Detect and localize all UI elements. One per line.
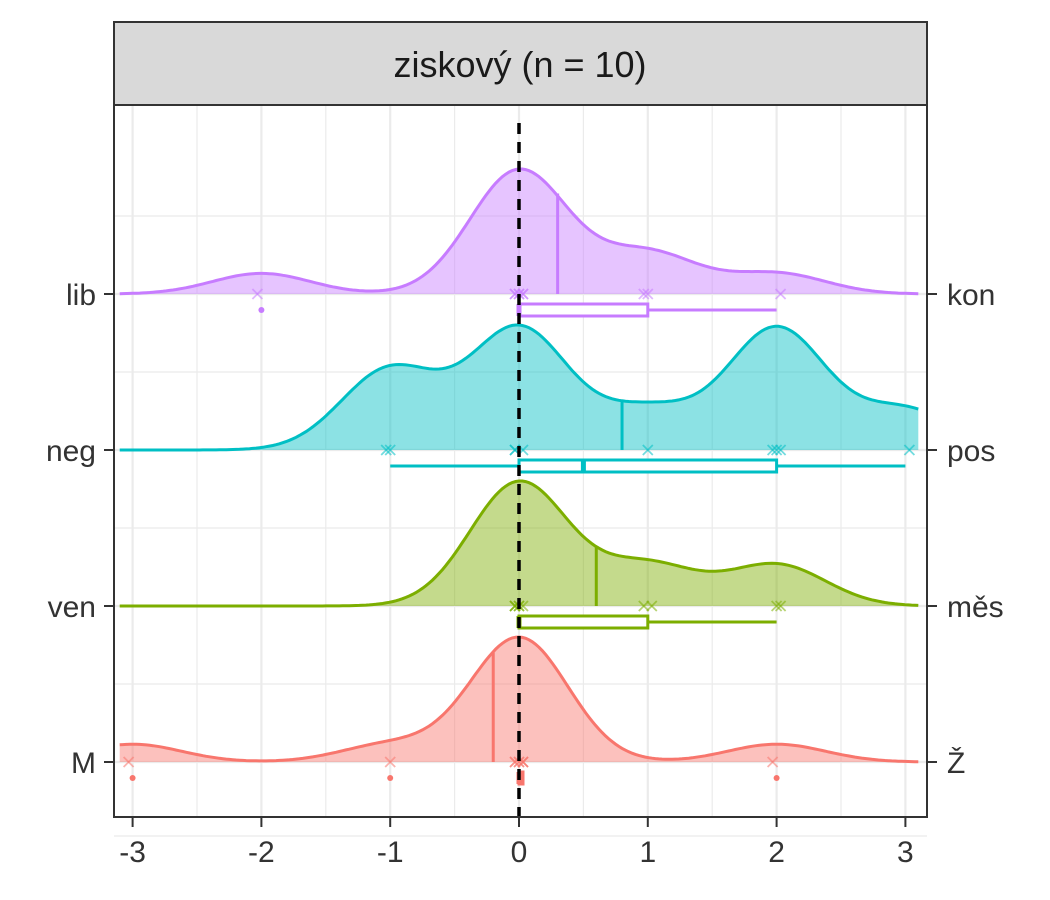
data-point-stroke (513, 756, 525, 768)
data-point-stroke (646, 600, 658, 612)
data-point (903, 444, 916, 456)
y-label-left: M (71, 747, 96, 780)
data-point-stroke (766, 756, 779, 768)
x-tick-label: 0 (511, 836, 528, 869)
data-point-stroke (517, 756, 529, 768)
box-iqr (517, 302, 650, 318)
outlier-point (387, 775, 394, 781)
y-label-right: kon (947, 279, 995, 312)
data-point-stroke (509, 288, 521, 300)
panel-title: ziskový (n = 10) (393, 44, 646, 85)
x-tick-label: 1 (639, 836, 656, 869)
y-label-left: lib (66, 279, 96, 312)
y-label-right: Ž (947, 747, 965, 780)
x-tick-label: 2 (768, 836, 785, 869)
data-point-stroke (642, 288, 654, 300)
x-tick-label: -2 (248, 836, 275, 869)
box-iqr (517, 458, 779, 474)
data-point (774, 600, 787, 612)
x-tick-label: -3 (119, 836, 146, 869)
data-point-stroke (251, 288, 264, 300)
y-label-right: pos (947, 435, 995, 468)
data-point-stroke (638, 600, 650, 612)
data-point (774, 444, 787, 456)
outlier-point (773, 775, 780, 781)
data-point-stroke (774, 288, 787, 300)
data-point-stroke (903, 444, 916, 456)
data-point (646, 600, 658, 612)
data-point (251, 288, 264, 300)
data-point (770, 444, 783, 456)
data-point (766, 756, 779, 768)
data-point-stroke (384, 444, 396, 456)
y-label-left: ven (48, 591, 96, 624)
density-line (119, 479, 919, 608)
data-point (513, 756, 525, 768)
data-point (766, 444, 779, 456)
box-iqr (517, 614, 650, 630)
outlier-point (258, 307, 265, 313)
data-point (770, 600, 783, 612)
density-area (119, 325, 919, 450)
data-point-stroke (384, 756, 396, 768)
data-point (642, 444, 654, 456)
data-point (774, 288, 787, 300)
data-point-stroke (122, 756, 135, 768)
data-point (642, 288, 654, 300)
x-tick-label: 3 (897, 836, 914, 869)
data-point (384, 444, 396, 456)
data-point (384, 756, 396, 768)
boxplots (129, 302, 906, 786)
data-point-stroke (642, 444, 654, 456)
data-point (638, 600, 650, 612)
data-point-stroke (774, 444, 787, 456)
data-point (380, 444, 392, 456)
data-point-stroke (774, 600, 787, 612)
y-label-right: měs (947, 591, 1004, 624)
x-tick-label: -1 (377, 836, 404, 869)
data-point-stroke (770, 600, 783, 612)
plot-border (113, 104, 928, 818)
data-point (638, 288, 650, 300)
data-point-stroke (380, 444, 392, 456)
data-point-stroke (638, 288, 650, 300)
outlier-point (129, 775, 136, 781)
y-label-left: neg (46, 435, 96, 468)
data-point-stroke (770, 444, 783, 456)
data-point (122, 756, 135, 768)
data-point-stroke (517, 600, 529, 612)
data-point-stroke (766, 444, 779, 456)
panel-strip (113, 21, 928, 106)
density-area (119, 169, 919, 294)
density-line (119, 323, 919, 452)
